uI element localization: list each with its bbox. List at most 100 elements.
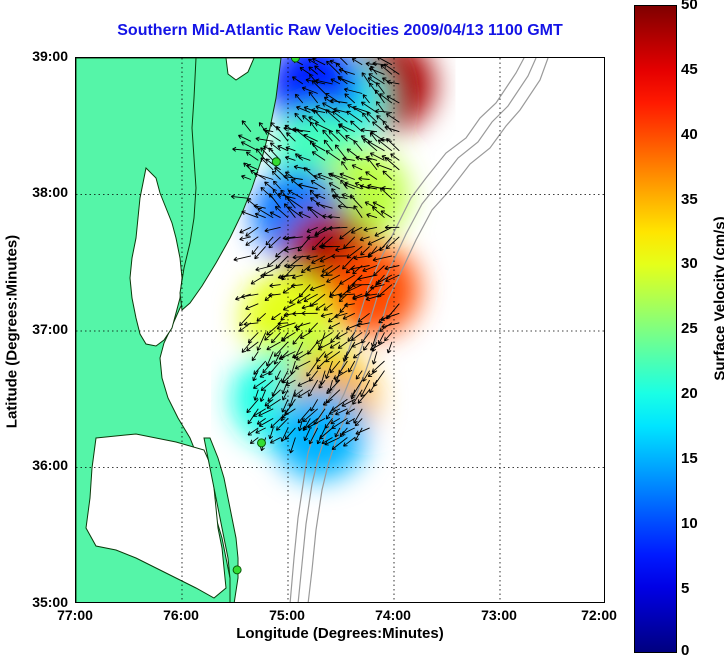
colorbar-tick-label: 30	[681, 255, 698, 272]
velocity-arrow	[353, 140, 363, 152]
velocity-arrow	[351, 58, 363, 66]
velocity-arrow	[344, 181, 363, 190]
velocity-arrow	[260, 273, 274, 279]
velocity-arrow	[321, 265, 333, 273]
velocity-arrow	[280, 427, 289, 442]
velocity-arrow	[252, 370, 259, 382]
velocity-arrow	[246, 163, 259, 171]
x-tick-label: 74:00	[375, 607, 411, 623]
velocity-arrow	[369, 284, 385, 290]
velocity-arrow	[376, 274, 393, 284]
velocity-arrow	[264, 130, 281, 142]
velocity-arrow	[311, 151, 326, 161]
velocity-arrow	[374, 89, 385, 104]
velocity-arrow	[372, 255, 393, 262]
velocity-arrow	[371, 351, 378, 365]
velocity-arrow	[334, 312, 348, 319]
velocity-arrow	[377, 332, 385, 345]
velocity-arrow	[284, 263, 303, 269]
velocity-arrow	[367, 370, 378, 378]
velocity-arrow	[260, 186, 274, 199]
velocity-arrow	[310, 399, 319, 412]
velocity-arrow	[303, 427, 311, 442]
velocity-arrow	[324, 418, 333, 429]
velocity-arrow	[241, 293, 259, 299]
velocity-arrow	[246, 399, 259, 414]
velocity-arrow	[291, 274, 303, 280]
velocity-arrow	[385, 113, 400, 123]
velocity-arrow	[293, 389, 304, 397]
velocity-arrow	[375, 101, 385, 113]
velocity-arrow	[296, 105, 311, 114]
velocity-arrow	[315, 202, 333, 209]
velocity-arrow	[319, 255, 333, 263]
velocity-arrow	[352, 389, 363, 405]
velocity-arrow	[325, 109, 341, 123]
velocity-arrow	[372, 201, 385, 209]
velocity-arrow	[297, 154, 311, 161]
velocity-arrow	[369, 152, 385, 161]
velocity-arrow	[290, 283, 303, 289]
velocity-arrow	[317, 341, 333, 351]
velocity-arrow	[311, 80, 326, 94]
velocity-arrow	[367, 236, 385, 246]
velocity-arrow	[260, 147, 274, 161]
velocity-arrow	[269, 142, 281, 152]
velocity-arrow	[272, 180, 281, 190]
velocity-arrow	[361, 72, 370, 85]
y-tick-label: 36:00	[32, 457, 68, 473]
velocity-arrow	[326, 379, 341, 395]
velocity-arrow	[239, 226, 252, 234]
velocity-arrow	[319, 427, 333, 440]
velocity-arrow	[241, 174, 252, 180]
velocity-arrow	[386, 138, 400, 152]
velocity-arrow	[320, 244, 340, 250]
velocity-arrow	[274, 205, 289, 219]
velocity-arrow	[241, 210, 259, 219]
velocity-arrow	[333, 370, 348, 380]
velocity-arrow	[380, 210, 393, 219]
velocity-arrow	[381, 322, 400, 329]
velocity-arrow	[327, 214, 340, 220]
velocity-arrow	[270, 332, 281, 344]
velocity-arrow	[352, 351, 363, 359]
velocity-arrow	[262, 360, 274, 374]
velocity-arrow	[322, 214, 333, 220]
velocity-arrow	[273, 351, 282, 365]
velocity-arrow	[338, 67, 355, 75]
velocity-arrow	[249, 437, 259, 445]
velocity-arrow	[364, 292, 378, 298]
velocity-arrow	[294, 93, 304, 104]
velocity-arrow	[273, 341, 289, 357]
colorbar-tick-label: 5	[681, 580, 690, 597]
station-marker	[290, 58, 300, 63]
velocity-arrow	[366, 212, 378, 219]
velocity-arrow	[246, 198, 259, 209]
velocity-arrow	[306, 226, 318, 233]
velocity-arrow	[271, 170, 281, 180]
velocity-arrow	[307, 379, 319, 397]
velocity-arrow	[292, 351, 304, 359]
velocity-arrow	[239, 236, 252, 242]
velocity-arrow	[365, 293, 385, 302]
colorbar-label: Surface Velocity (cm/s)	[711, 216, 724, 381]
velocity-arrow	[302, 115, 311, 123]
velocity-arrow	[344, 93, 356, 104]
velocity-arrow	[342, 255, 356, 270]
velocity-arrow	[360, 379, 371, 398]
velocity-arrow	[303, 293, 318, 303]
colorbar-tick-label: 10	[681, 515, 698, 532]
velocity-arrow	[335, 332, 348, 340]
land-mass	[76, 58, 282, 602]
velocity-arrow	[255, 136, 274, 142]
velocity-arrow	[283, 174, 303, 180]
velocity-arrow	[274, 167, 289, 180]
velocity-arrow	[294, 128, 311, 142]
velocity-arrow	[314, 122, 333, 133]
velocity-arrow	[351, 282, 370, 288]
velocity-arrow	[238, 134, 252, 142]
velocity-arrow	[282, 303, 296, 311]
velocity-arrow	[337, 204, 355, 209]
velocity-arrow	[313, 174, 326, 180]
velocity-arrow	[353, 205, 363, 218]
